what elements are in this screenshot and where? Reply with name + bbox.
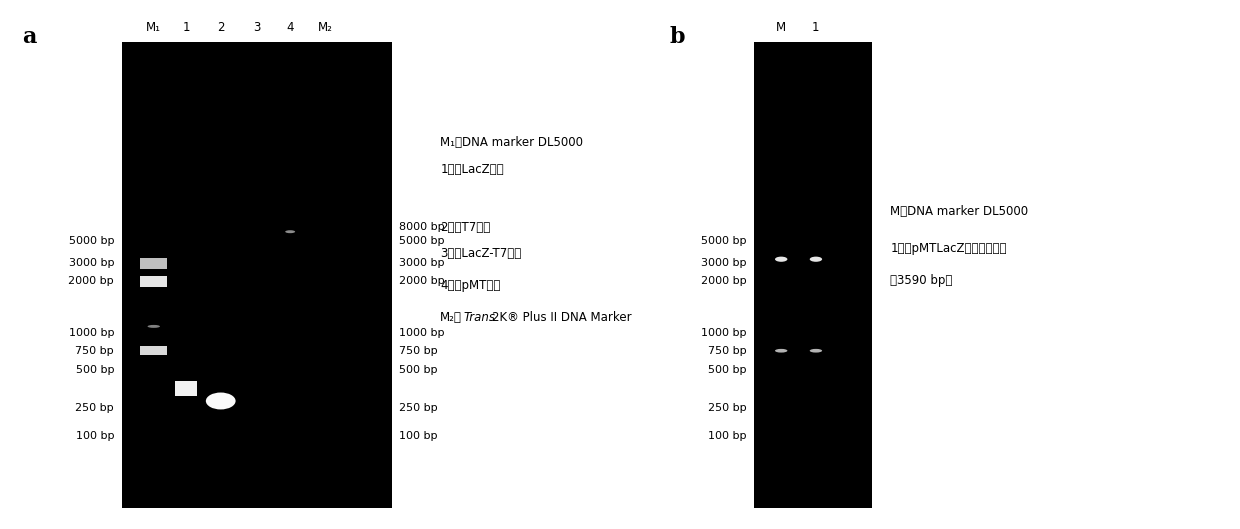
Text: 2号为T7基因: 2号为T7基因 (440, 221, 491, 234)
Ellipse shape (810, 349, 822, 352)
Text: M₁: M₁ (146, 21, 161, 34)
Bar (140, 258, 167, 269)
Text: 8000 bp: 8000 bp (399, 223, 445, 232)
Text: 5000 bp: 5000 bp (68, 236, 114, 245)
Text: 2: 2 (217, 21, 224, 34)
Text: 2000 bp: 2000 bp (701, 277, 746, 286)
Ellipse shape (285, 230, 295, 233)
Text: 100 bp: 100 bp (708, 432, 746, 441)
Text: 4: 4 (286, 21, 294, 34)
Text: a: a (22, 25, 37, 48)
Text: （3590 bp）: （3590 bp） (890, 274, 952, 287)
Text: 1000 bp: 1000 bp (701, 329, 746, 338)
Text: 3号为LacZ-T7基因: 3号为LacZ-T7基因 (440, 248, 522, 260)
Text: 2000 bp: 2000 bp (68, 277, 114, 286)
Text: 250 bp: 250 bp (76, 404, 114, 413)
Text: 500 bp: 500 bp (76, 366, 114, 375)
Text: 4号为pMT基因: 4号为pMT基因 (440, 279, 501, 292)
Text: 2K® Plus II DNA Marker: 2K® Plus II DNA Marker (491, 311, 631, 324)
Text: 500 bp: 500 bp (708, 366, 746, 375)
Text: 1号为LacZ基因: 1号为LacZ基因 (440, 163, 503, 176)
Ellipse shape (206, 393, 236, 409)
Bar (140, 346, 167, 355)
Text: M₂为: M₂为 (440, 311, 463, 324)
Ellipse shape (775, 257, 787, 262)
Ellipse shape (810, 257, 822, 262)
Text: Trans: Trans (464, 311, 496, 324)
Text: M: M (776, 21, 786, 34)
Text: 1: 1 (182, 21, 190, 34)
Text: 750 bp: 750 bp (708, 346, 746, 355)
Ellipse shape (775, 349, 787, 352)
Text: 1: 1 (812, 21, 820, 34)
Text: M为DNA marker DL5000: M为DNA marker DL5000 (890, 205, 1028, 218)
Text: b: b (670, 25, 684, 48)
Text: 3000 bp: 3000 bp (701, 259, 746, 268)
Text: 250 bp: 250 bp (399, 404, 438, 413)
Text: 500 bp: 500 bp (399, 366, 438, 375)
Text: 2000 bp: 2000 bp (399, 277, 445, 286)
Text: 1号为pMTLacZ质粒验证片段: 1号为pMTLacZ质粒验证片段 (890, 242, 1007, 255)
Text: 750 bp: 750 bp (399, 346, 438, 355)
Text: 5000 bp: 5000 bp (399, 236, 445, 245)
Text: 750 bp: 750 bp (76, 346, 114, 355)
Text: 100 bp: 100 bp (399, 432, 438, 441)
Text: 1000 bp: 1000 bp (68, 329, 114, 338)
Bar (140, 276, 167, 287)
Text: 3000 bp: 3000 bp (68, 259, 114, 268)
Text: 250 bp: 250 bp (708, 404, 746, 413)
Text: 3000 bp: 3000 bp (399, 259, 445, 268)
Ellipse shape (148, 325, 160, 328)
Bar (175, 381, 197, 396)
Text: M₁为DNA marker DL5000: M₁为DNA marker DL5000 (440, 136, 583, 149)
Bar (122, 42, 392, 508)
Text: 1000 bp: 1000 bp (399, 329, 445, 338)
Text: 3: 3 (253, 21, 260, 34)
Text: 5000 bp: 5000 bp (701, 236, 746, 245)
Text: 100 bp: 100 bp (76, 432, 114, 441)
Bar (754, 42, 872, 508)
Text: M₂: M₂ (317, 21, 332, 34)
